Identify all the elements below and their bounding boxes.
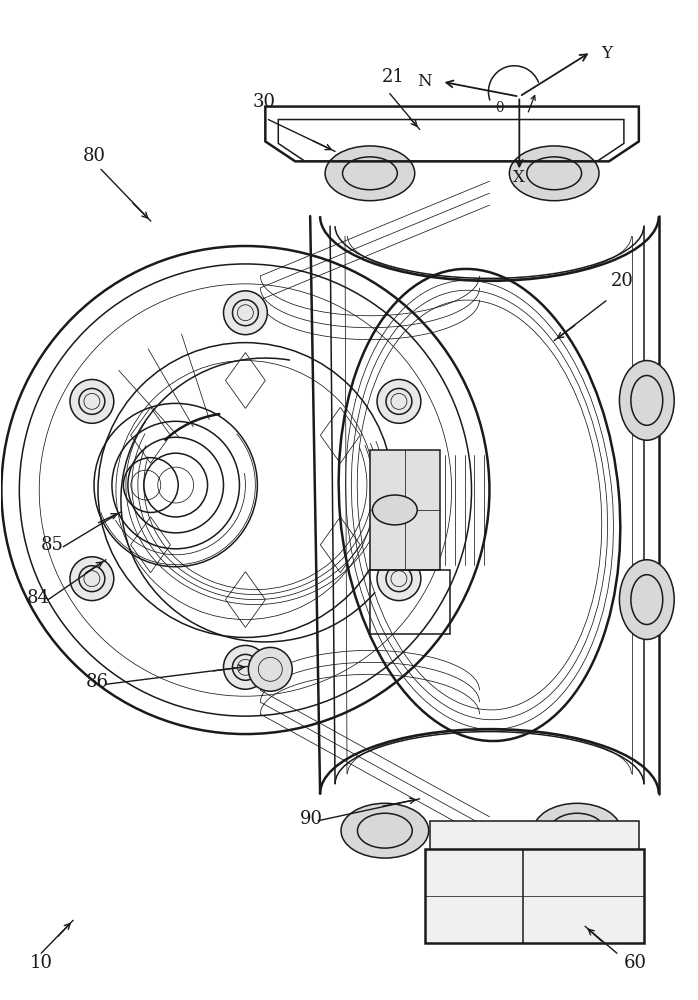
Text: 85: 85 [41, 536, 64, 554]
Text: 20: 20 [611, 272, 634, 290]
Bar [370, 450, 440, 570]
Text: 84: 84 [27, 589, 49, 607]
Ellipse shape [341, 803, 429, 858]
Text: 90: 90 [300, 810, 323, 828]
Text: Y: Y [601, 45, 612, 62]
Text: 60: 60 [624, 954, 647, 972]
Circle shape [377, 379, 421, 423]
Text: N: N [417, 73, 431, 90]
Text: 10: 10 [29, 954, 52, 972]
Circle shape [248, 647, 292, 691]
Ellipse shape [619, 560, 674, 639]
Ellipse shape [373, 495, 417, 525]
Text: 86: 86 [86, 673, 109, 691]
Circle shape [377, 557, 421, 601]
Bar [430, 821, 639, 849]
Circle shape [223, 291, 267, 335]
Text: θ: θ [495, 101, 503, 115]
Text: X: X [514, 169, 526, 186]
Ellipse shape [325, 146, 415, 201]
Ellipse shape [533, 803, 621, 858]
Bar [424, 849, 644, 943]
Ellipse shape [619, 361, 674, 440]
Text: 21: 21 [382, 68, 405, 86]
Bar [370, 570, 450, 634]
Ellipse shape [510, 146, 599, 201]
Text: 80: 80 [83, 147, 106, 165]
Circle shape [223, 645, 267, 689]
Circle shape [70, 557, 114, 601]
Circle shape [70, 379, 114, 423]
Text: 30: 30 [253, 93, 276, 111]
